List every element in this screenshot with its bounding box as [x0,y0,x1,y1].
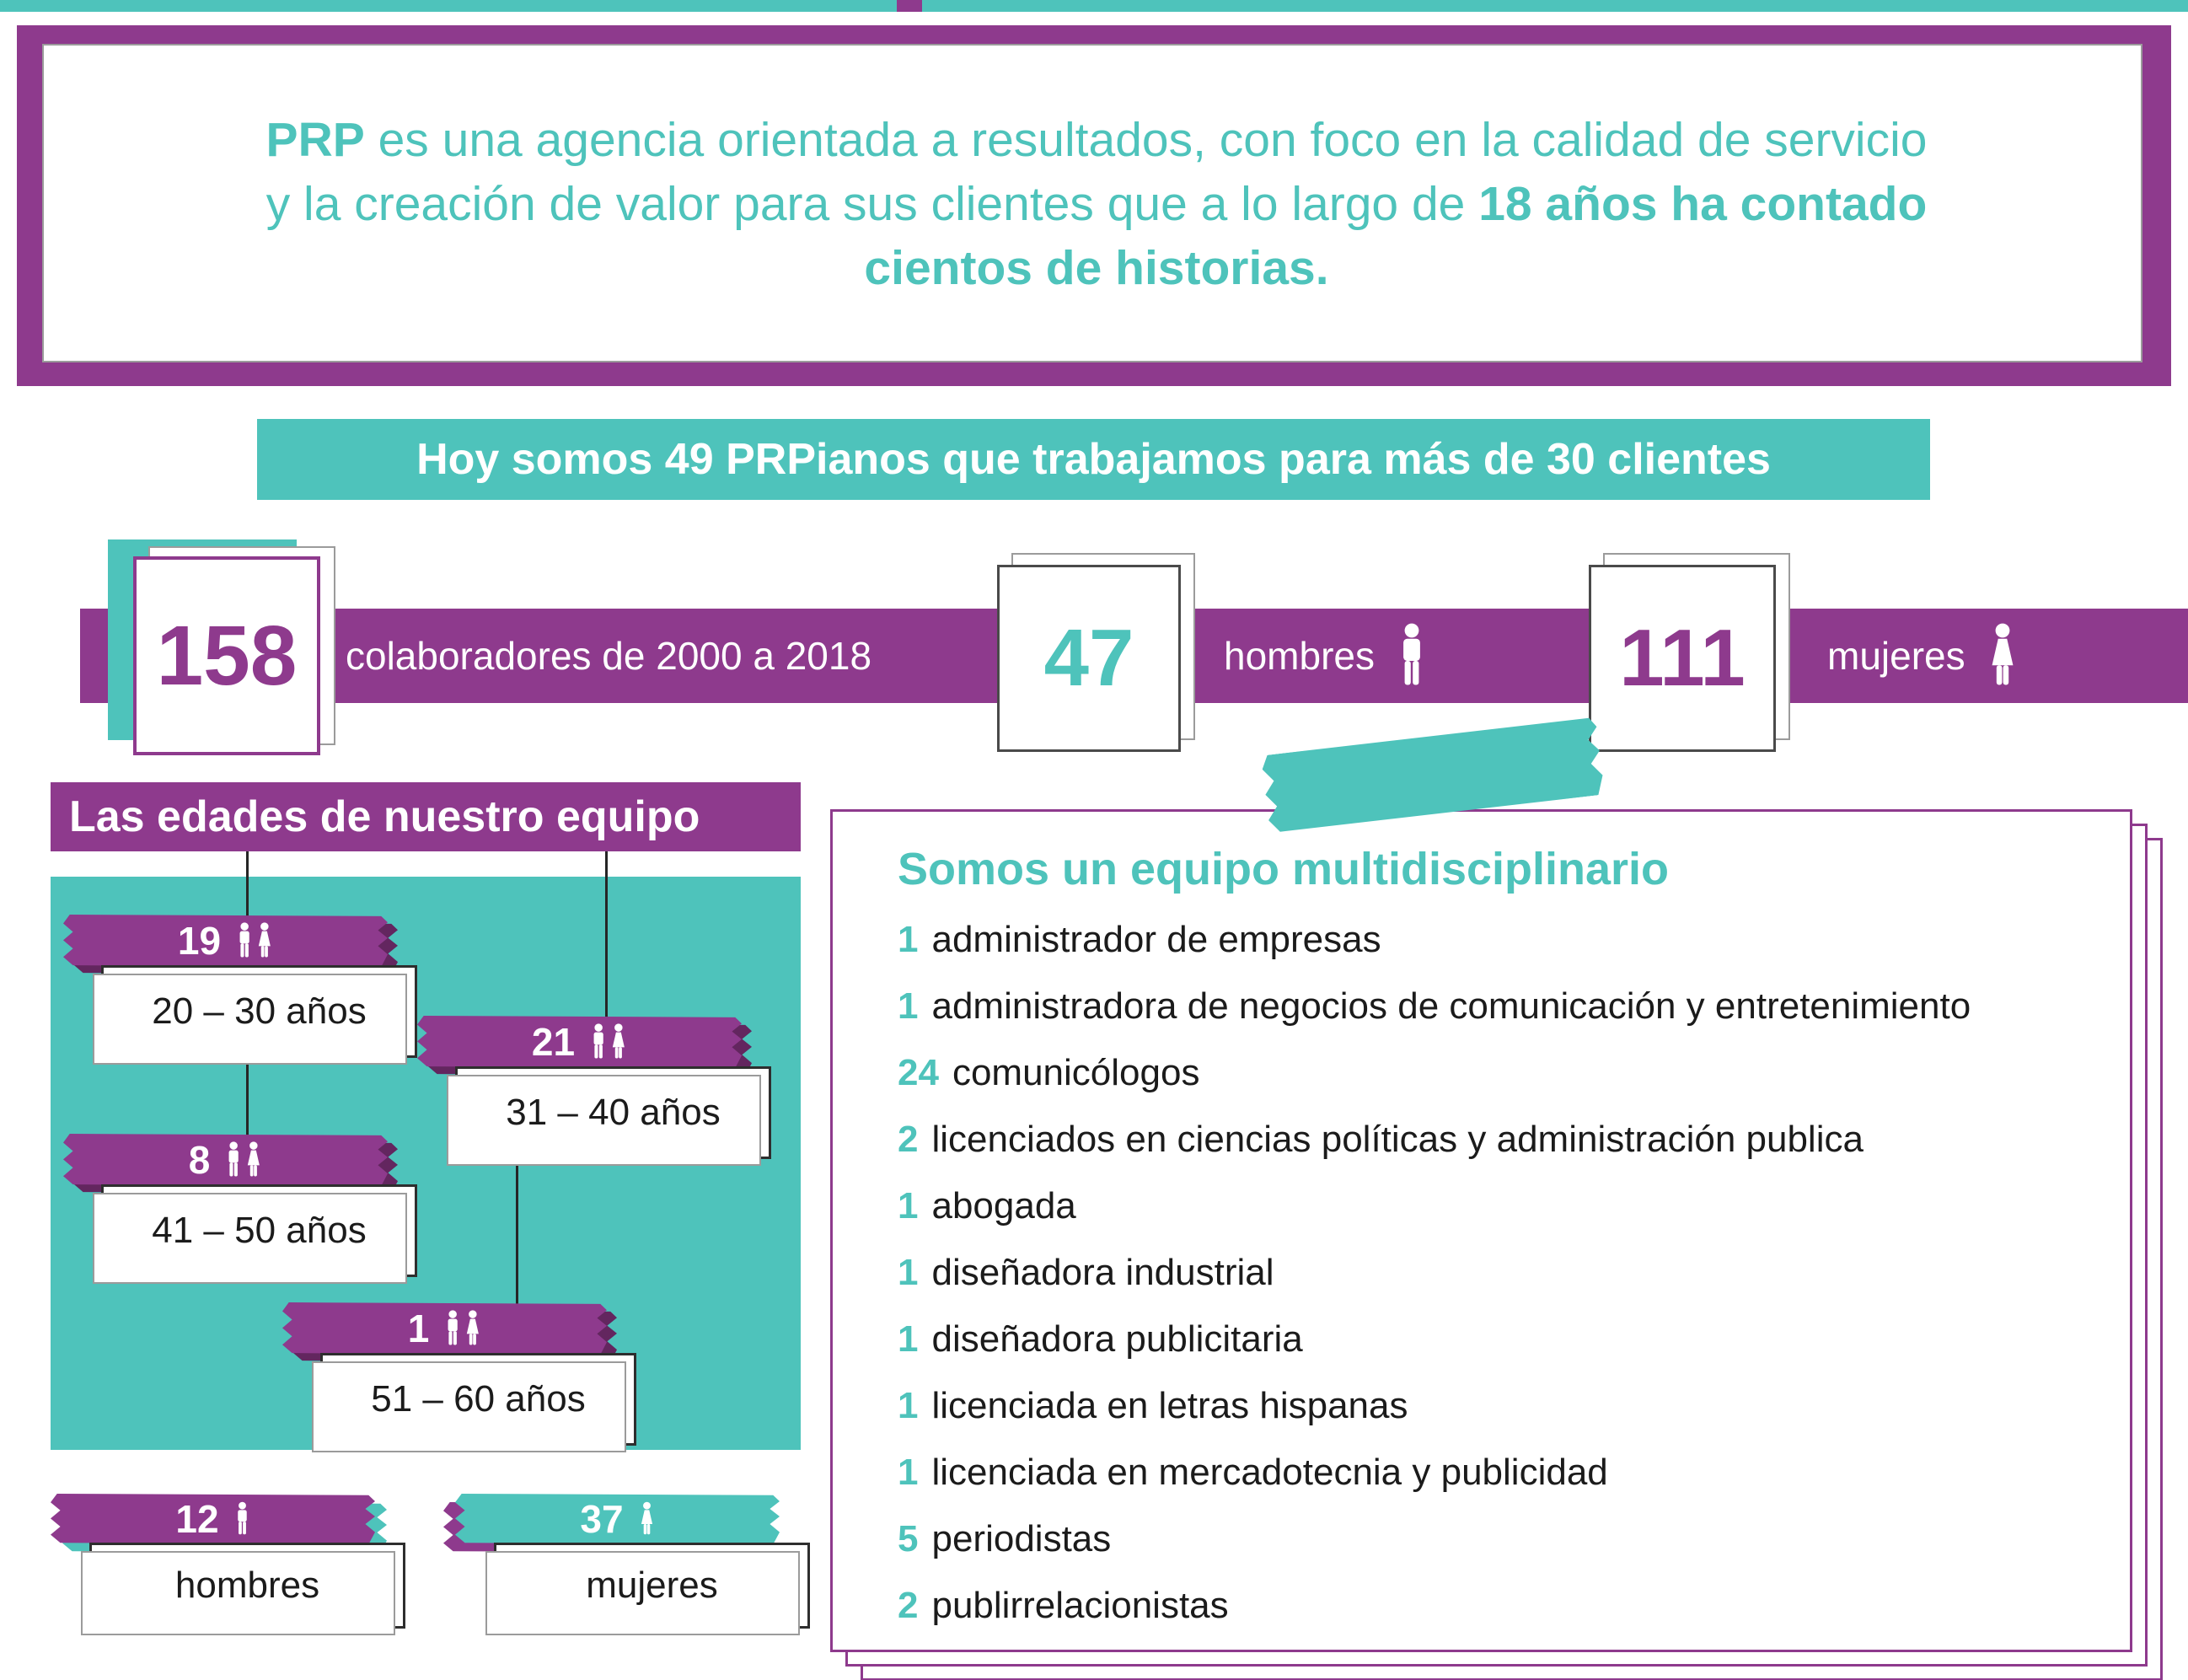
women-count: 111 [1589,565,1776,752]
age-range-card: 20 – 30 años [93,965,417,1065]
people-pair-icon [225,1141,262,1178]
gender-group-men: 12 hombres [51,1494,472,1637]
headline-banner: Hoy somos 49 PRPianos que trabajamos par… [257,419,1930,500]
male-icon [234,1501,250,1537]
intro-frame: PRP es una agencia orientada a resultado… [17,25,2171,386]
collaborators-count: 158 [133,556,320,755]
tree-line [516,1157,518,1304]
team-item: 1 abogada [898,1185,1076,1226]
age-ribbon: 8 [63,1134,398,1194]
intro-paragraph: PRP es una agencia orientada a resultado… [266,109,1928,300]
team-item: 2 publirrelacionistas [898,1585,1229,1626]
intro-line-2: y la creación de valor para sus clientes… [265,177,1928,232]
age-range-card: 31 – 40 años [447,1066,771,1166]
team-title: Somos un equipo multidisciplinario [898,844,1670,894]
collaborators-label: colaboradores de 2000 a 2018 [346,634,872,678]
team-content: Somos un equipo multidisciplinario 1 admi… [898,843,2103,1651]
intro-line-1: PRP es una agencia orientada a resultado… [265,113,1928,168]
ribbon-face: 12 [51,1494,375,1544]
gender-card: mujeres [485,1543,810,1635]
team-item: 1 licenciada en letras hispanas [898,1385,1408,1426]
people-pair-icon [590,1023,627,1060]
tree-line [246,851,249,916]
age-ribbon: 21 [417,1016,752,1076]
ages-title: Las edades de nuestro equipo [51,782,801,851]
people-pair-icon [236,922,273,959]
tree-line [605,851,608,1017]
team-item: 1 diseñadora publicitaria [898,1318,1303,1360]
age-group-51-60: 1 51 – 60 años [282,1302,704,1454]
gender-ribbon: 37 [443,1494,780,1553]
gender-group-women: 37 mujeres [443,1494,877,1637]
team-item: 1 administrador de empresas [898,919,1381,960]
team-list: 1 administrador de empresas 1 administrado… [898,919,2103,1627]
people-pair-icon [444,1310,481,1347]
ribbon-face: 1 [282,1302,607,1355]
female-icon [1987,623,2018,689]
team-card [830,809,2132,1652]
men-label: hombres [1224,609,1427,703]
age-group-41-50: 8 41 – 50 años [63,1134,485,1285]
ribbon-face: 8 [63,1134,388,1186]
intro-brand: PRP [265,113,365,168]
age-ribbon: 19 [63,915,398,974]
tree-line [246,1058,249,1135]
men-count: 47 [997,565,1181,752]
team-item: 1 diseñadora industrial [898,1252,1274,1293]
team-item: 24 comunicólogos [898,1052,1200,1093]
age-group-20-30: 19 20 – 30 años [63,915,485,1066]
age-ribbon: 1 [282,1302,617,1362]
age-group-31-40: 21 31 – 40 años [417,1016,839,1167]
gender-ribbon: 12 [51,1494,387,1553]
female-icon [639,1501,655,1537]
ribbon-face: 37 [455,1494,780,1544]
intro-sheet: PRP es una agencia orientada a resultado… [54,56,2139,354]
age-range-card: 41 – 50 años [93,1184,417,1284]
team-item: 1 licenciada en mercadotecnia y publicida… [898,1452,1608,1493]
top-accent-strip [0,0,2188,12]
ribbon-face: 21 [417,1016,742,1068]
male-icon [1397,623,1427,689]
team-item: 1 administradora de negocios de comunicac… [898,985,1971,1027]
ribbon-face: 19 [63,915,388,967]
top-accent-notch [897,0,922,12]
team-item: 2 licenciados en ciencias políticas y adm… [898,1119,1864,1160]
women-label: mujeres [1827,609,2018,703]
age-range-card: 51 – 60 años [312,1353,636,1452]
intro-line-3: cientos de historias. [864,240,1329,295]
team-item: 5 periodistas [898,1518,1112,1559]
gender-card: hombres [81,1543,405,1635]
